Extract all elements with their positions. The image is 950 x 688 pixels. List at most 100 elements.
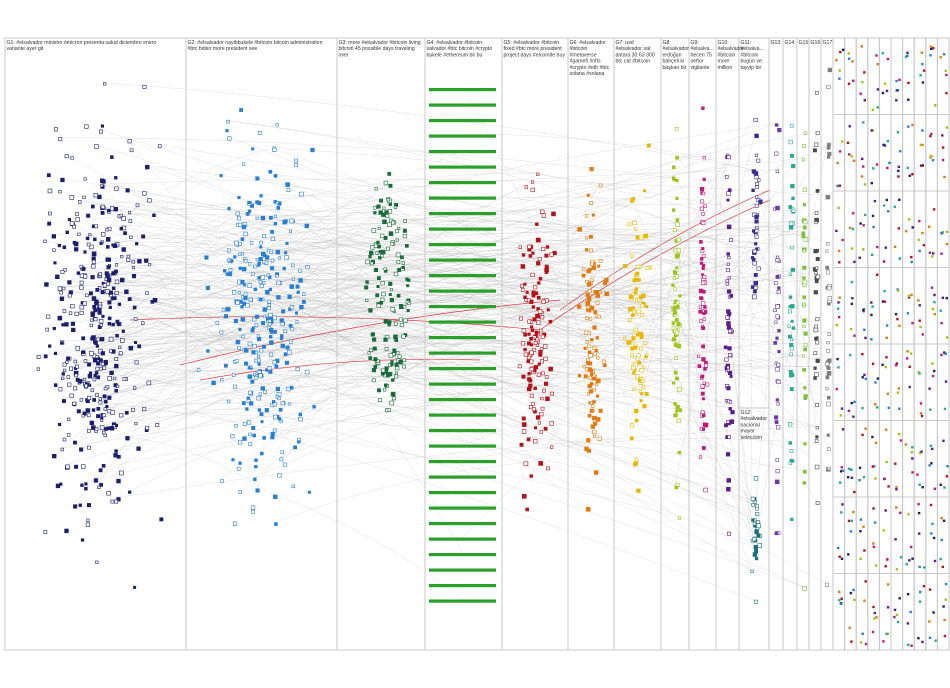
node	[122, 377, 127, 381]
node	[636, 488, 641, 493]
node	[939, 557, 942, 561]
node	[80, 483, 84, 487]
node	[275, 249, 281, 255]
node	[119, 227, 124, 231]
node	[115, 423, 119, 427]
node	[859, 222, 862, 225]
edge	[105, 147, 273, 229]
edge	[91, 332, 529, 354]
node	[535, 222, 539, 226]
minor-group-frame	[855, 573, 869, 651]
node	[383, 180, 389, 186]
node	[803, 265, 807, 269]
node	[730, 410, 735, 415]
node	[86, 242, 91, 247]
node	[521, 422, 527, 427]
edge	[68, 290, 254, 374]
node	[85, 236, 90, 241]
node	[875, 564, 878, 567]
node	[520, 341, 526, 346]
node	[919, 412, 923, 415]
node	[874, 441, 878, 444]
node	[368, 356, 373, 361]
node	[943, 407, 947, 411]
node	[121, 216, 126, 221]
group-label-g8: #elsalvador	[663, 46, 690, 52]
node	[862, 525, 865, 528]
node	[592, 345, 597, 350]
node	[885, 460, 888, 464]
node	[802, 225, 807, 230]
node	[727, 352, 733, 358]
node	[835, 387, 838, 391]
node	[756, 178, 761, 182]
node	[674, 330, 680, 336]
node	[103, 399, 108, 404]
node	[929, 503, 933, 507]
node	[727, 276, 731, 280]
node	[537, 309, 543, 314]
node	[641, 385, 646, 389]
node	[107, 409, 112, 414]
edge	[463, 257, 539, 306]
node	[84, 482, 88, 486]
node	[101, 314, 105, 318]
node	[585, 214, 589, 218]
node	[754, 133, 759, 139]
node	[802, 276, 806, 280]
node	[754, 242, 758, 246]
edge	[521, 310, 674, 418]
edge	[390, 286, 524, 299]
node	[698, 288, 704, 294]
node	[52, 326, 56, 331]
node	[93, 317, 98, 322]
node	[157, 144, 162, 148]
minor-group-frame	[890, 114, 904, 192]
node	[585, 506, 591, 512]
node	[87, 445, 91, 450]
node	[885, 89, 889, 93]
node	[275, 386, 281, 392]
edge	[406, 284, 588, 332]
node	[700, 257, 704, 261]
group-label-g12: mayor	[741, 429, 756, 435]
node-layer	[36, 45, 949, 647]
node	[94, 224, 98, 229]
node	[537, 257, 542, 261]
node	[145, 426, 150, 430]
node	[849, 327, 853, 331]
node	[387, 371, 393, 377]
node	[240, 279, 245, 285]
node	[395, 252, 401, 258]
node	[260, 451, 264, 456]
edge	[107, 208, 755, 243]
node	[529, 336, 533, 341]
node	[755, 185, 759, 189]
node	[870, 129, 873, 132]
node	[136, 446, 141, 451]
node	[863, 549, 866, 552]
node	[838, 599, 841, 602]
node	[725, 279, 729, 283]
node	[108, 336, 114, 342]
node	[223, 314, 229, 319]
node	[541, 213, 547, 218]
edge	[243, 258, 753, 423]
node	[586, 344, 591, 349]
node	[538, 328, 543, 333]
minor-group-frame	[936, 420, 950, 498]
minor-group-frame	[936, 190, 950, 268]
node	[146, 380, 152, 386]
node	[840, 511, 843, 514]
node	[388, 183, 393, 188]
node	[699, 319, 703, 323]
node	[598, 183, 603, 188]
node	[802, 368, 806, 372]
node	[389, 400, 395, 406]
minor-group-frame	[890, 573, 904, 651]
node	[671, 321, 676, 325]
node	[802, 295, 807, 300]
node	[279, 419, 283, 424]
node	[78, 200, 82, 204]
node	[277, 396, 281, 401]
